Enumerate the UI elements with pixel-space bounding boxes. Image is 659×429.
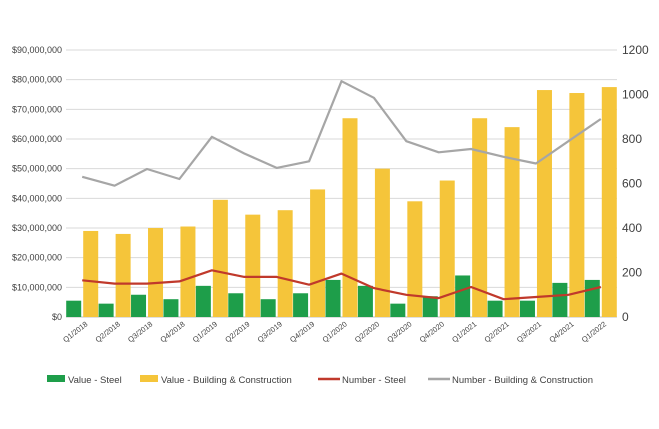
line-number-steel (82, 269, 602, 301)
bar-value-building-construction (504, 127, 520, 317)
bar-value-building-construction (342, 118, 358, 317)
y-left-tick-label: $10,000,000 (12, 282, 62, 292)
x-tick-label: Q4/2018 (158, 319, 186, 344)
bar-value-building-construction (245, 214, 261, 317)
bar-value-building-construction (472, 118, 488, 317)
y-axis-right: 0 200 400 600 800 1000 1200 (622, 43, 649, 324)
bar-value-building-construction (536, 90, 552, 317)
bar-value-steel (422, 296, 438, 317)
bar-value-building-construction (407, 201, 423, 317)
x-tick-label: Q4/2020 (418, 319, 446, 344)
legend-label: Value - Building & Construction (161, 375, 292, 386)
bar-value-building-construction (374, 168, 390, 317)
bar-value-building-construction (439, 180, 455, 317)
bar-value-building-construction (310, 189, 326, 317)
y-right-tick-label: 0 (622, 310, 629, 324)
y-right-tick-label: 800 (622, 132, 642, 146)
y-left-tick-label: $70,000,000 (12, 104, 62, 114)
bar-value-steel (325, 279, 341, 317)
bar-value-building-construction (212, 199, 228, 317)
x-tick-label: Q3/2020 (385, 319, 413, 344)
x-tick-label: Q3/2019 (256, 319, 284, 344)
bar-value-steel (455, 275, 471, 317)
bar-value-steel (98, 303, 114, 317)
y-left-tick-label: $30,000,000 (12, 223, 62, 233)
line-number-building-construction (81, 80, 602, 187)
bar-value-building-construction (180, 226, 196, 317)
y-left-tick-label: $40,000,000 (12, 193, 62, 203)
bar-value-steel (552, 282, 568, 317)
y-right-tick-label: 600 (622, 177, 642, 191)
legend-swatch (140, 375, 158, 382)
x-tick-label: Q4/2019 (288, 319, 316, 344)
x-tick-label: Q1/2019 (191, 319, 219, 344)
x-tick-label: Q1/2022 (580, 319, 608, 344)
legend-label: Number - Building & Construction (452, 375, 593, 386)
bar-value-steel (519, 300, 535, 317)
bar-value-steel (293, 293, 309, 317)
y-left-tick-label: $0 (52, 312, 62, 322)
bars (66, 87, 617, 318)
x-axis: Q1/2018 Q2/2018 Q3/2018 Q4/2018 Q1/2019 Q2/20… (61, 319, 608, 344)
bar-value-steel (228, 293, 244, 317)
bar-value-steel (390, 303, 406, 317)
y-left-tick-label: $60,000,000 (12, 134, 62, 144)
bar-value-building-construction (115, 233, 131, 317)
x-tick-label: Q1/2020 (321, 319, 349, 344)
x-tick-label: Q3/2018 (126, 319, 154, 344)
bar-value-steel (163, 299, 179, 317)
x-tick-label: Q2/2020 (353, 319, 381, 344)
y-right-tick-label: 200 (622, 266, 642, 280)
bar-value-steel (357, 285, 373, 317)
bar-value-building-construction (83, 230, 99, 317)
bar-value-building-construction (148, 228, 164, 317)
x-tick-label: Q2/2021 (483, 319, 511, 344)
y-right-tick-label: 1200 (622, 43, 649, 57)
x-tick-label: Q4/2021 (547, 319, 575, 344)
y-right-tick-label: 400 (622, 221, 642, 235)
y-axis-left: $0 $10,000,000 $20,000,000 $30,000,000 $40,0… (12, 45, 62, 322)
lines (81, 80, 602, 301)
y-right-tick-label: 1000 (622, 88, 649, 102)
x-tick-label: Q1/2021 (450, 319, 478, 344)
bar-value-building-construction (277, 210, 293, 317)
x-tick-label: Q1/2018 (61, 319, 89, 344)
x-tick-label: Q2/2018 (94, 319, 122, 344)
x-tick-label: Q3/2021 (515, 319, 543, 344)
bar-value-steel (487, 300, 503, 317)
y-left-tick-label: $50,000,000 (12, 164, 62, 174)
bar-value-steel (66, 300, 82, 317)
bar-value-steel (260, 299, 276, 317)
legend: Value - Steel Value - Building & Construc… (47, 375, 593, 386)
x-tick-label: Q2/2019 (223, 319, 251, 344)
bar-value-building-construction (569, 93, 585, 318)
bar-value-steel (195, 285, 211, 317)
legend-label: Number - Steel (342, 375, 406, 386)
bar-value-steel (131, 294, 147, 317)
y-left-tick-label: $90,000,000 (12, 45, 62, 55)
legend-label: Value - Steel (68, 375, 122, 386)
y-left-tick-label: $80,000,000 (12, 75, 62, 85)
bar-value-steel (584, 279, 600, 317)
legend-swatch (47, 375, 65, 382)
y-left-tick-label: $20,000,000 (12, 253, 62, 263)
bar-value-building-construction (601, 87, 617, 317)
